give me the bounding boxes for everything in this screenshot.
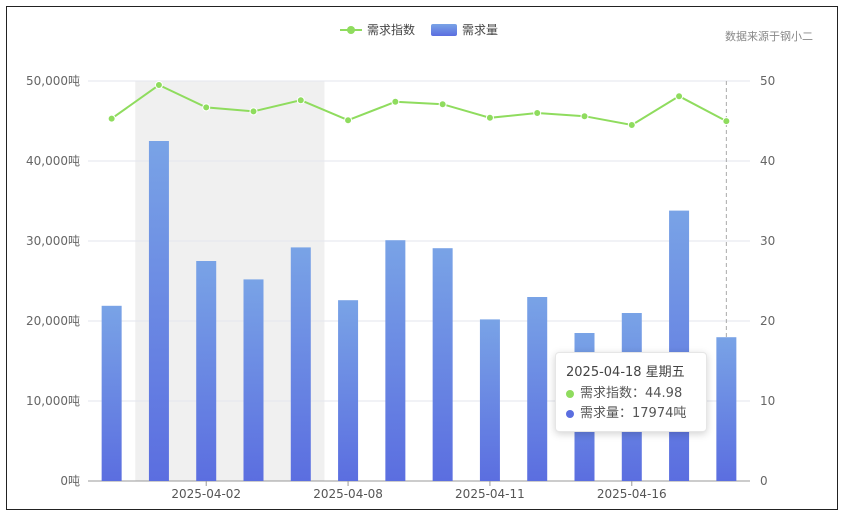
left-axis-tick-label: 40,000吨 xyxy=(26,154,80,168)
demand-index-point[interactable] xyxy=(391,97,400,106)
legend-line-marker xyxy=(347,26,355,34)
left-axis-tick-label: 0吨 xyxy=(60,474,80,488)
left-axis-tick-label: 50,000吨 xyxy=(26,74,80,88)
demand-bar[interactable] xyxy=(669,210,690,481)
demand-index-point[interactable] xyxy=(249,107,258,116)
left-axis-tick-label: 10,000吨 xyxy=(26,394,80,408)
left-axis-tick-label: 30,000吨 xyxy=(26,234,80,248)
x-axis-tick-label: 2025-04-02 xyxy=(171,487,241,501)
left-axis-tick-label: 20,000吨 xyxy=(26,314,80,328)
demand-index-point[interactable] xyxy=(438,100,447,109)
demand-bar[interactable] xyxy=(479,319,500,481)
legend-bar-swatch[interactable] xyxy=(431,24,457,36)
demand-bar[interactable] xyxy=(290,247,311,481)
right-axis-tick-label: 40 xyxy=(760,154,775,168)
x-axis-tick-label: 2025-04-08 xyxy=(313,487,383,501)
demand-bar[interactable] xyxy=(716,337,737,481)
demand-index-point[interactable] xyxy=(533,109,542,117)
demand-bar[interactable] xyxy=(243,279,264,481)
demand-index-point[interactable] xyxy=(485,113,494,122)
demand-index-point[interactable] xyxy=(202,103,211,112)
demand-index-point[interactable] xyxy=(154,81,163,89)
demand-index-line xyxy=(111,83,727,127)
right-axis-tick-label: 50 xyxy=(760,74,775,88)
demand-index-point[interactable] xyxy=(722,117,731,126)
right-axis-tick-label: 10 xyxy=(760,394,775,408)
legend-line-label[interactable]: 需求指数 xyxy=(367,22,415,37)
demand-index-point[interactable] xyxy=(296,96,305,105)
tooltip-volume-text: 需求量：17974吨 xyxy=(580,406,687,421)
right-axis-tick-label: 20 xyxy=(760,314,775,328)
demand-index-point[interactable] xyxy=(107,114,116,123)
source-note: 数据来源于钢小二 xyxy=(725,30,813,43)
demand-bar[interactable] xyxy=(527,297,548,481)
tooltip-volume-dot xyxy=(566,409,574,418)
tooltip-row-volume: 需求量：17974吨 xyxy=(566,404,696,424)
demand-index-point[interactable] xyxy=(344,116,353,125)
demand-index-point[interactable] xyxy=(580,112,589,121)
demand-bar[interactable] xyxy=(101,305,122,481)
right-axis-tick-label: 0 xyxy=(760,474,768,488)
demand-bar[interactable] xyxy=(338,300,359,481)
tooltip-title: 2025-04-18 星期五 xyxy=(566,365,685,380)
tooltip-index-dot xyxy=(566,389,574,398)
x-axis-tick-label: 2025-04-16 xyxy=(597,487,667,501)
demand-bar[interactable] xyxy=(196,261,217,481)
demand-bar[interactable] xyxy=(385,240,406,481)
x-axis-tick-label: 2025-04-11 xyxy=(455,487,525,501)
tooltip: 2025-04-18 星期五 需求指数：44.98 需求量：17974吨 xyxy=(555,352,707,432)
tooltip-index-text: 需求指数：44.98 xyxy=(580,386,683,401)
right-axis-tick-label: 30 xyxy=(760,234,775,248)
demand-bar[interactable] xyxy=(432,248,453,481)
demand-index-point[interactable] xyxy=(627,121,636,129)
legend-bar-label[interactable]: 需求量 xyxy=(462,23,498,37)
tooltip-row-index: 需求指数：44.98 xyxy=(566,384,696,404)
demand-index-point[interactable] xyxy=(675,92,684,101)
demand-bar[interactable] xyxy=(148,141,169,481)
